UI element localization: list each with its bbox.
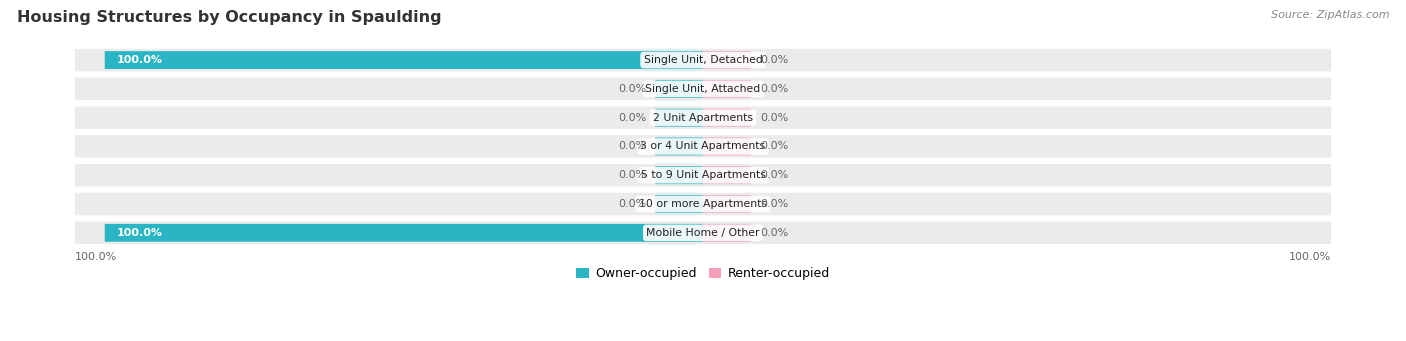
- Text: 0.0%: 0.0%: [759, 55, 789, 65]
- Text: 0.0%: 0.0%: [617, 142, 647, 151]
- Text: 0.0%: 0.0%: [617, 170, 647, 180]
- Text: 0.0%: 0.0%: [617, 84, 647, 94]
- FancyBboxPatch shape: [75, 135, 1331, 158]
- FancyBboxPatch shape: [703, 166, 751, 184]
- FancyBboxPatch shape: [75, 49, 1331, 71]
- Text: 100.0%: 100.0%: [117, 55, 163, 65]
- FancyBboxPatch shape: [75, 164, 1331, 187]
- Text: 5 to 9 Unit Apartments: 5 to 9 Unit Apartments: [641, 170, 765, 180]
- FancyBboxPatch shape: [75, 193, 1331, 215]
- Legend: Owner-occupied, Renter-occupied: Owner-occupied, Renter-occupied: [571, 262, 835, 285]
- Text: 10 or more Apartments: 10 or more Apartments: [638, 199, 768, 209]
- FancyBboxPatch shape: [75, 78, 1331, 100]
- Text: 0.0%: 0.0%: [759, 113, 789, 123]
- Text: 0.0%: 0.0%: [617, 113, 647, 123]
- FancyBboxPatch shape: [104, 51, 703, 69]
- FancyBboxPatch shape: [655, 137, 703, 155]
- Text: 0.0%: 0.0%: [759, 228, 789, 238]
- Text: 3 or 4 Unit Apartments: 3 or 4 Unit Apartments: [641, 142, 765, 151]
- Text: 0.0%: 0.0%: [617, 199, 647, 209]
- Text: 0.0%: 0.0%: [759, 170, 789, 180]
- Text: Source: ZipAtlas.com: Source: ZipAtlas.com: [1271, 10, 1389, 20]
- FancyBboxPatch shape: [703, 195, 751, 213]
- Text: 0.0%: 0.0%: [759, 142, 789, 151]
- Text: Housing Structures by Occupancy in Spaulding: Housing Structures by Occupancy in Spaul…: [17, 10, 441, 25]
- FancyBboxPatch shape: [655, 166, 703, 184]
- FancyBboxPatch shape: [75, 222, 1331, 244]
- FancyBboxPatch shape: [703, 51, 751, 69]
- Text: 100.0%: 100.0%: [117, 228, 163, 238]
- FancyBboxPatch shape: [703, 80, 751, 98]
- Text: 100.0%: 100.0%: [75, 252, 117, 262]
- Text: Single Unit, Detached: Single Unit, Detached: [644, 55, 762, 65]
- Text: 0.0%: 0.0%: [759, 84, 789, 94]
- FancyBboxPatch shape: [703, 137, 751, 155]
- Text: Single Unit, Attached: Single Unit, Attached: [645, 84, 761, 94]
- Text: 100.0%: 100.0%: [1289, 252, 1331, 262]
- FancyBboxPatch shape: [75, 106, 1331, 129]
- FancyBboxPatch shape: [655, 109, 703, 127]
- FancyBboxPatch shape: [703, 109, 751, 127]
- FancyBboxPatch shape: [655, 80, 703, 98]
- Text: 2 Unit Apartments: 2 Unit Apartments: [652, 113, 754, 123]
- Text: Mobile Home / Other: Mobile Home / Other: [647, 228, 759, 238]
- FancyBboxPatch shape: [703, 224, 751, 242]
- FancyBboxPatch shape: [104, 224, 703, 242]
- Text: 0.0%: 0.0%: [759, 199, 789, 209]
- FancyBboxPatch shape: [655, 195, 703, 213]
